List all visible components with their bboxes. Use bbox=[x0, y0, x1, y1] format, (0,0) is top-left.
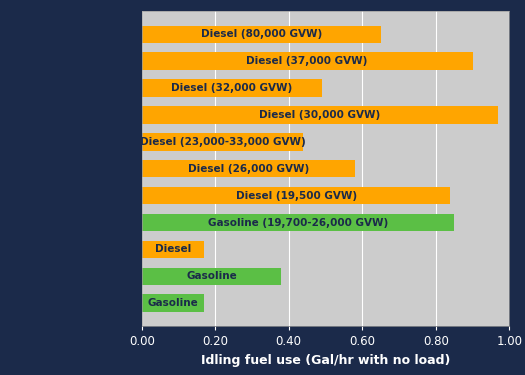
X-axis label: Idling fuel use (Gal/hr with no load): Idling fuel use (Gal/hr with no load) bbox=[201, 354, 450, 367]
Bar bbox=[142, 241, 204, 258]
Text: Diesel: Diesel bbox=[155, 244, 191, 254]
Text: Diesel (26,000 GVW): Diesel (26,000 GVW) bbox=[188, 164, 309, 174]
Text: Diesel (80,000 GVW): Diesel (80,000 GVW) bbox=[201, 29, 322, 39]
Bar bbox=[142, 26, 381, 43]
Bar bbox=[142, 53, 472, 70]
Bar bbox=[142, 80, 322, 97]
Text: Diesel (30,000 GVW): Diesel (30,000 GVW) bbox=[259, 110, 381, 120]
Text: Diesel (32,000 GVW): Diesel (32,000 GVW) bbox=[171, 83, 292, 93]
Text: Diesel (19,500 GVW): Diesel (19,500 GVW) bbox=[236, 190, 356, 201]
Text: Gasoline: Gasoline bbox=[148, 298, 198, 308]
Bar bbox=[142, 133, 303, 151]
Text: Gasoline: Gasoline bbox=[186, 271, 237, 281]
Text: Diesel (23,000-33,000 GVW): Diesel (23,000-33,000 GVW) bbox=[140, 137, 306, 147]
Bar bbox=[142, 106, 498, 124]
Bar bbox=[142, 160, 355, 177]
Text: Diesel (37,000 GVW): Diesel (37,000 GVW) bbox=[246, 56, 368, 66]
Bar bbox=[142, 294, 204, 312]
Bar bbox=[142, 268, 281, 285]
Bar bbox=[142, 214, 454, 231]
Bar bbox=[142, 187, 450, 204]
Text: Gasoline (19,700-26,000 GVW): Gasoline (19,700-26,000 GVW) bbox=[208, 217, 388, 228]
